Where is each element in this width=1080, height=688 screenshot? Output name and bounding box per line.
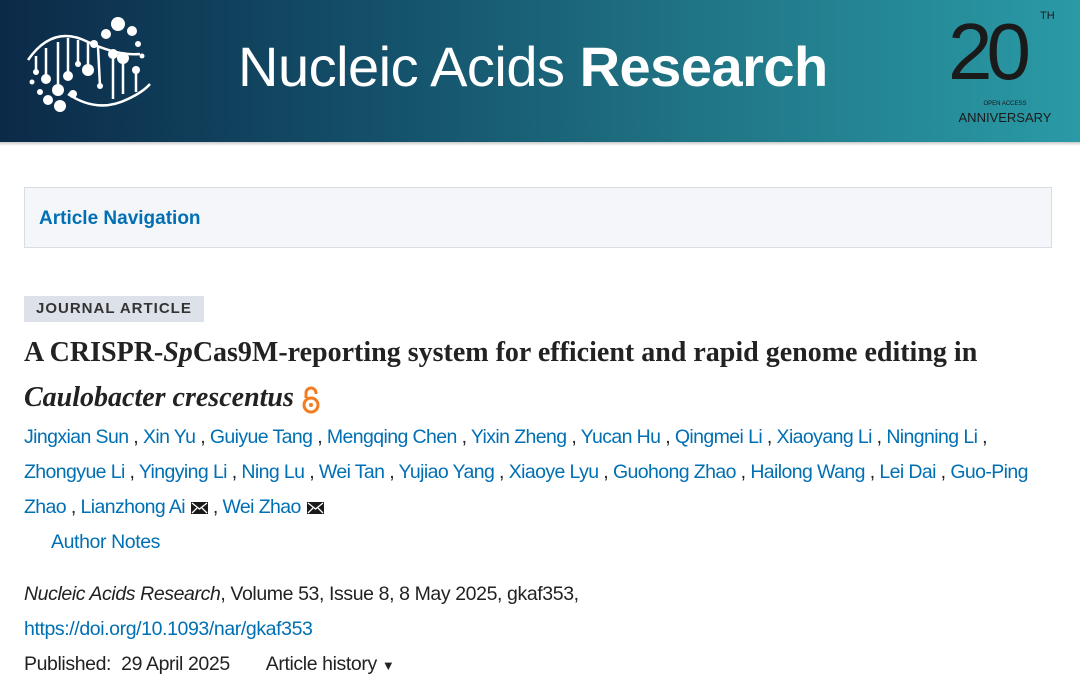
header-shadow (0, 142, 1080, 146)
author-link[interactable]: Xiaoyang Li (776, 426, 873, 448)
journal-name-light: Nucleic Acids (238, 35, 565, 98)
citation-details: , Volume 53, Issue 8, 8 May 2025, gkaf35… (220, 583, 579, 605)
journal-title[interactable]: Nucleic Acids Research (238, 34, 828, 99)
doi-link[interactable]: https://doi.org/10.1093/nar/gkaf353 (24, 618, 313, 640)
author-link[interactable]: Jingxian Sun (24, 426, 129, 448)
open-access-icon (302, 386, 320, 414)
author-link[interactable]: Hailong Wang (750, 461, 865, 483)
author-link[interactable]: Lianzhong Ai (80, 496, 186, 518)
article-history-toggle[interactable]: Article history ▼ (266, 647, 395, 683)
author-link[interactable]: Guo-Ping Zhao (24, 461, 1029, 518)
published-label: Published: (24, 653, 112, 675)
email-icon[interactable] (306, 501, 324, 514)
author-link[interactable]: Yujiao Yang (398, 461, 495, 483)
article-title: A CRISPR-SpCas9M-reporting system for ef… (24, 330, 1024, 420)
title-italic: Sp (163, 337, 193, 368)
article-navigation-label[interactable]: Article Navigation (39, 208, 201, 229)
author-link[interactable]: Yingying Li (138, 461, 228, 483)
author-notes-link[interactable]: Author Notes (51, 531, 161, 553)
author-link[interactable]: Zhongyue Li (24, 461, 125, 483)
anniversary-line1: OPEN ACCESS (983, 101, 1027, 107)
anniversary-line2: ANNIVERSARY (958, 110, 1052, 125)
published-date: Published: 29 April 2025 (24, 647, 230, 683)
article-type-badge: JOURNAL ARTICLE (24, 296, 204, 322)
author-link[interactable]: Qingmei Li (674, 426, 763, 448)
article-navigation[interactable]: Article Navigation (24, 187, 1052, 248)
citation-journal: Nucleic Acids Research (24, 583, 221, 605)
author-link[interactable]: Mengqing Chen (326, 426, 457, 448)
author-link[interactable]: Xiaoye Lyu (508, 461, 599, 483)
article-history-label[interactable]: Article history (265, 653, 377, 675)
published-value: 29 April 2025 (121, 653, 230, 675)
journal-name-bold: Research (579, 35, 829, 98)
author-link[interactable]: Guohong Zhao (612, 461, 737, 483)
email-icon[interactable] (191, 501, 208, 514)
article-header: A CRISPR-SpCas9M-reporting system for ef… (24, 330, 1070, 683)
author-link[interactable]: Yixin Zheng (470, 426, 567, 448)
caret-down-icon: ▼ (381, 658, 395, 673)
author-link[interactable]: Xin Yu (142, 426, 196, 448)
dna-logo-icon[interactable] (18, 14, 208, 114)
author-link[interactable]: Wei Zhao (222, 496, 301, 518)
author-link[interactable]: Lei Dai (879, 461, 936, 483)
citation: Nucleic Acids Research, Volume 53, Issue… (24, 577, 1070, 612)
author-link[interactable]: Yucan Hu (580, 426, 661, 448)
author-link[interactable]: Wei Tan (318, 461, 385, 483)
publication-info: Published: 29 April 2025 Article history… (24, 647, 1070, 683)
anniversary-suffix: TH (1040, 10, 1055, 22)
author-link[interactable]: Ning Lu (241, 461, 305, 483)
title-text: A CRISPR- (24, 337, 164, 368)
author-link[interactable]: Ningning Li (886, 426, 978, 448)
author-list: Jingxian Sun , Xin Yu , Guiyue Tang , Me… (24, 426, 1029, 518)
anniversary-logo: 20 TH OPEN ACCESS ANNIVERSARY (946, 8, 1064, 133)
site-header: Nucleic Acids Research 20 TH OPEN ACCESS… (0, 0, 1080, 142)
anniversary-number: 20 (948, 7, 1031, 96)
author-link[interactable]: Guiyue Tang (209, 426, 313, 448)
title-text: Cas9M-reporting system for efficient and… (192, 337, 978, 368)
title-italic-organism: Caulobacter crescentus (24, 382, 294, 413)
